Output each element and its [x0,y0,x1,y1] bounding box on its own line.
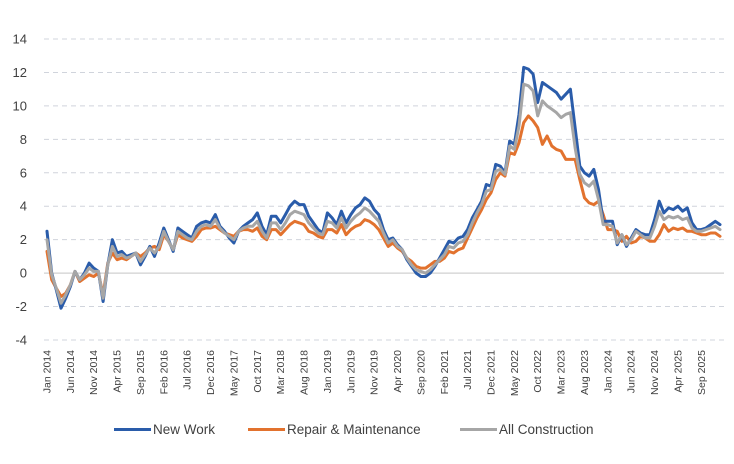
x-tick-label: Apr 2025 [672,350,684,393]
series-line-new-work [45,65,722,310]
y-tick-label: 0 [20,266,27,281]
x-tick-label: Jan 2019 [322,350,334,393]
x-tick-label: Sep 2020 [415,350,427,395]
legend-swatch-all-construction [460,428,497,431]
legend-item-new-work: New Work [114,422,215,437]
y-tick-label: 2 [20,232,27,247]
x-tick-label: Aug 2023 [579,350,591,395]
x-tick-label: Sep 2025 [696,350,708,395]
y-tick-label: 12 [13,65,27,80]
y-tick-label: 4 [20,199,27,214]
x-tick-label: Feb 2016 [158,350,170,395]
y-tick-label: 8 [20,132,27,147]
x-tick-label: Nov 2014 [88,350,100,395]
x-tick-label: Mar 2018 [275,350,287,395]
legend-label-new-work: New Work [153,422,216,437]
legend-item-repair-maintenance: Repair & Maintenance [248,422,421,437]
x-tick-label: Dec 2021 [485,350,497,395]
y-tick-label: 6 [20,165,27,180]
x-tick-label: Oct 2022 [532,350,544,393]
gridlines [44,38,724,341]
series-lines [45,65,722,310]
legend-label-all-construction: All Construction [499,422,594,437]
y-tick-label: 14 [13,32,27,47]
x-tick-label: Jun 2014 [65,350,77,393]
y-axis-tick-labels: 14 12 10 8 6 4 2 0 -2 -4 [13,32,27,348]
x-tick-label: Apr 2020 [392,350,404,393]
line-chart: 14 12 10 8 6 4 2 0 -2 -4 Jan 2014 Jun 2014 Nov 2014… [13,32,724,396]
series-line-repair-maintenance [45,114,722,298]
x-tick-label: May 2022 [509,350,521,396]
x-tick-label: Feb 2021 [439,350,451,395]
x-tick-label: Mar 2023 [556,350,568,395]
x-tick-label: Sep 2015 [135,350,147,395]
x-axis-tick-labels: Jan 2014 Jun 2014 Nov 2014 Apr 2015 Sep 2015… [42,350,708,396]
x-tick-label: Apr 2015 [112,350,124,393]
x-tick-label: Dec 2016 [205,350,217,395]
x-tick-label: Aug 2018 [299,350,311,395]
y-tick-label: -4 [15,333,27,348]
x-tick-label: Oct 2017 [252,350,264,393]
legend-item-all-construction: All Construction [460,422,594,437]
x-tick-label: May 2017 [228,350,240,396]
legend-swatch-new-work [114,428,151,431]
legend-swatch-repair-maintenance [248,428,285,431]
x-tick-label: Jun 2024 [626,350,638,393]
x-tick-label: Jan 2024 [602,350,614,393]
y-tick-label: 10 [13,98,27,113]
x-tick-label: Nov 2019 [369,350,381,395]
legend-label-repair-maintenance: Repair & Maintenance [287,422,421,437]
y-tick-label: -2 [15,299,27,314]
x-tick-label: Nov 2024 [649,350,661,395]
legend: New Work Repair & Maintenance All Constr… [0,422,734,442]
x-tick-label: Jul 2016 [182,350,194,390]
x-tick-label: Jan 2014 [42,350,54,393]
series-line-all-construction [45,82,722,305]
x-tick-label: Jun 2019 [345,350,357,393]
x-tick-label: Jul 2021 [462,350,474,390]
